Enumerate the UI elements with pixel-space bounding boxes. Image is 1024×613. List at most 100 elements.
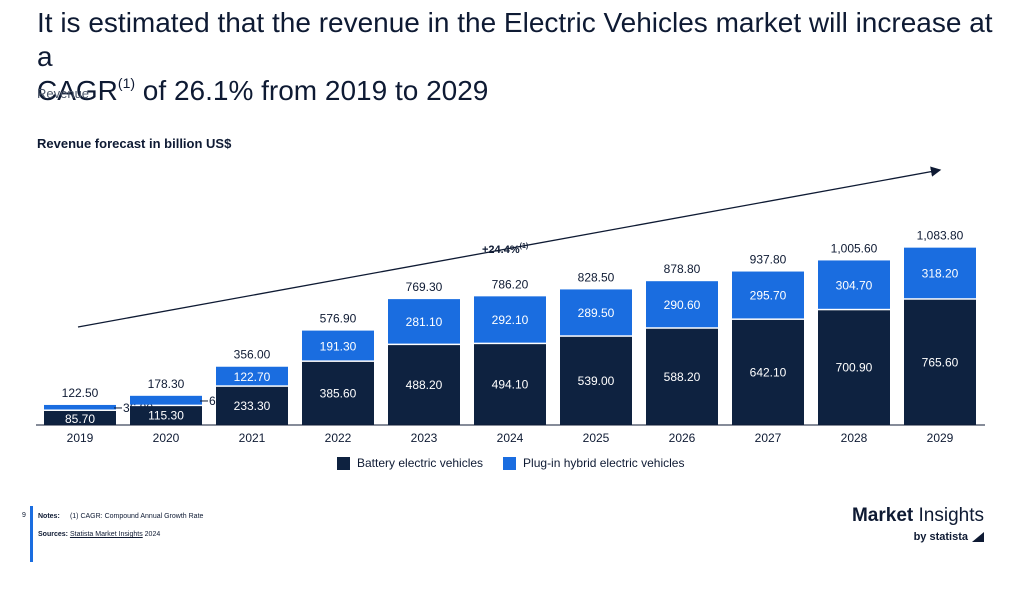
legend-label-bev: Battery electric vehicles	[357, 456, 484, 470]
notes-text: (1) CAGR: Compound Annual Growth Rate	[69, 513, 204, 520]
bar-group-2024: 494.10 292.10 786.20	[474, 277, 546, 425]
bar-bev-2021	[216, 386, 288, 425]
bar-bev-2028	[818, 310, 890, 425]
bar-phev-2025	[560, 289, 632, 336]
bar-bev-2020	[130, 406, 202, 425]
legend-item-bev[interactable]: Battery electric vehicles	[337, 456, 483, 470]
brand-sub: by statista	[913, 531, 968, 543]
bar-group-2023: 488.20 281.10 769.30	[388, 280, 460, 425]
bar-bev-2022	[302, 361, 374, 425]
revenue-chart: +24.4%(1) 85.7036.80122.50115.3063.00178…	[36, 166, 985, 445]
bar-bev-2027	[732, 319, 804, 425]
footer-accent-bar	[30, 506, 33, 562]
label-total-2029: 1,083.80	[917, 229, 964, 243]
label-bev-2020: 115.30	[148, 409, 184, 423]
label-bev-2026: 588.20	[664, 370, 701, 384]
page-number: 9	[22, 512, 26, 519]
label-phev-2024: 292.10	[492, 313, 529, 327]
label-total-2023: 769.30	[406, 280, 443, 294]
x-tick-2020: 2020	[153, 431, 180, 445]
legend-swatch-phev	[503, 456, 517, 470]
bar-group-2027: 642.10 295.70 937.80	[732, 253, 804, 425]
bar-group-2021: 233.30 122.70 356.00	[216, 348, 288, 425]
legend-swatch-bev	[337, 456, 350, 470]
x-tick-2026: 2026	[669, 431, 696, 445]
bar-bev-2029	[904, 299, 976, 425]
label-phev-2027: 295.70	[750, 289, 787, 303]
section-label: Revenue	[37, 86, 90, 101]
title-footnote-mark: (1)	[117, 75, 136, 91]
bar-phev-2024	[474, 296, 546, 343]
x-tick-2028: 2028	[841, 431, 868, 445]
bar-phev-2020	[130, 395, 202, 405]
sources-label: Sources:	[38, 531, 68, 538]
chart-title: Revenue forecast in billion US$	[37, 136, 232, 151]
bar-phev-2023	[388, 299, 460, 344]
page-title: It is estimated that the revenue in the …	[37, 6, 997, 108]
label-total-2025: 828.50	[578, 270, 615, 284]
label-total-2022: 576.90	[320, 312, 357, 326]
x-tick-2019: 2019	[67, 431, 94, 445]
bar-group-2025: 539.00 289.50 828.50	[560, 270, 632, 425]
cagr-trend-arrow	[77, 166, 942, 328]
label-bev-2024: 494.10	[492, 378, 529, 392]
notes-row: Notes: (1) CAGR: Compound Annual Growth …	[38, 513, 203, 520]
label-phev-2022: 191.30	[320, 339, 357, 353]
title-line-1: It is estimated that the revenue in the …	[37, 7, 993, 72]
label-phev-2021: 122.70	[234, 370, 271, 384]
label-phev-2029: 318.20	[922, 267, 959, 281]
bar-phev-2021	[216, 366, 288, 386]
label-phev-2025: 289.50	[578, 306, 615, 320]
x-tick-2027: 2027	[755, 431, 782, 445]
label-total-2026: 878.80	[664, 262, 701, 276]
label-total-2028: 1,005.60	[831, 241, 878, 255]
sources-row: Sources: Statista Market Insights 2024	[38, 531, 160, 538]
bar-phev-2026	[646, 281, 718, 328]
bar-group-2022: 385.60 191.30 576.90	[302, 312, 374, 425]
x-tick-2023: 2023	[411, 431, 438, 445]
label-total-2024: 786.20	[492, 277, 529, 291]
chart-legend: Battery electric vehicles Plug-in hybrid…	[337, 456, 684, 470]
label-bev-2029: 765.60	[922, 355, 959, 369]
bar-bev-2024	[474, 344, 546, 425]
statista-logo-icon	[972, 532, 984, 542]
label-phev-2028: 304.70	[836, 278, 873, 292]
label-bev-2021: 233.30	[234, 399, 271, 413]
bar-phev-2019	[44, 404, 116, 410]
brand-main-rest: Insights	[913, 505, 985, 526]
brand-logo: Market Insights by statista	[852, 505, 984, 543]
label-bev-2022: 385.60	[320, 386, 357, 400]
cagr-annotation: +24.4%(1)	[482, 243, 528, 256]
bar-phev-2028	[818, 260, 890, 309]
bar-phev-2027	[732, 271, 804, 319]
notes-label: Notes:	[38, 513, 60, 520]
label-bev-2028: 700.90	[836, 361, 873, 375]
label-bev-2019: 85.70	[65, 412, 95, 426]
label-phev-2026: 290.60	[664, 298, 701, 312]
label-total-2019: 122.50	[62, 386, 99, 400]
brand-main-bold: Market	[851, 505, 914, 526]
bar-bev-2025	[560, 336, 632, 425]
bar-group-2029: 765.60 318.20 1,083.80	[904, 229, 976, 425]
sources-link[interactable]: Statista Market Insights	[69, 531, 143, 538]
bar-group-2026: 588.20 290.60 878.80	[646, 262, 718, 425]
label-phev-2023: 281.10	[406, 315, 443, 329]
bar-group-2028: 700.90 304.70 1,005.60	[818, 241, 890, 425]
label-bev-2023: 488.20	[406, 378, 443, 392]
bar-bev-2026	[646, 328, 718, 425]
legend-item-phev[interactable]: Plug-in hybrid electric vehicles	[503, 456, 684, 470]
bar-phev-2029	[904, 247, 976, 299]
x-tick-2029: 2029	[927, 431, 954, 445]
legend-label-phev: Plug-in hybrid electric vehicles	[523, 456, 685, 470]
bar-bev-2023	[388, 345, 460, 425]
label-bev-2027: 642.10	[750, 365, 787, 379]
label-total-2021: 356.00	[234, 348, 271, 362]
x-tick-2024: 2024	[497, 431, 524, 445]
title-cagr: CAGR	[37, 75, 118, 106]
x-tick-2025: 2025	[583, 431, 610, 445]
sources-year: 2024	[142, 531, 161, 538]
label-total-2020: 178.30	[148, 377, 185, 391]
bar-bev-2019	[44, 410, 116, 425]
label-bev-2025: 539.00	[578, 374, 615, 388]
bar-phev-2022	[302, 330, 374, 361]
